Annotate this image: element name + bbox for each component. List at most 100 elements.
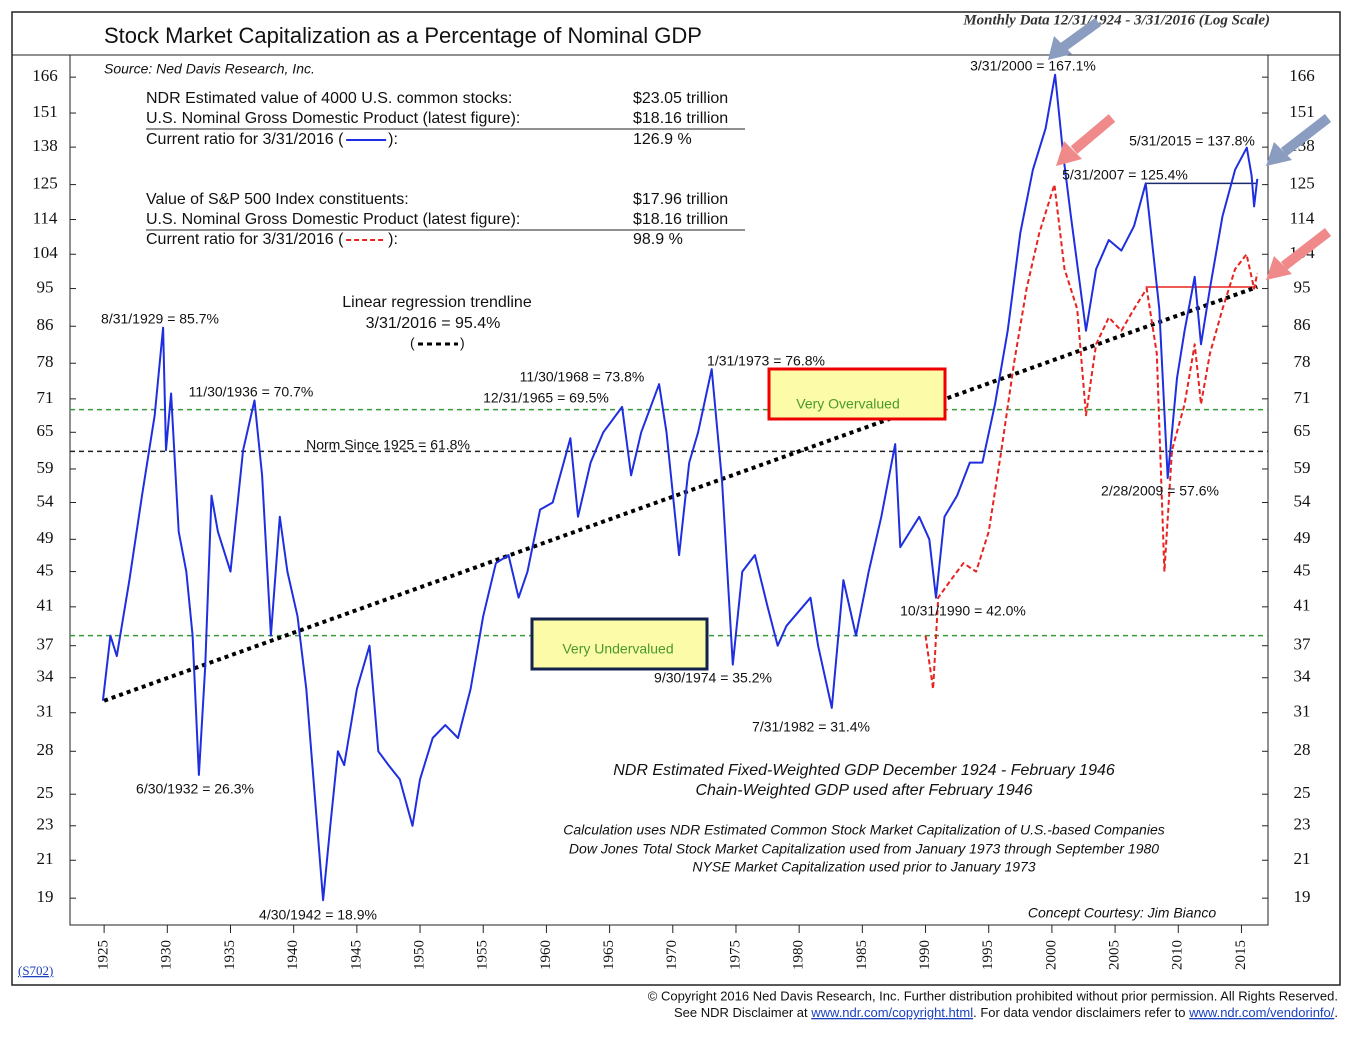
- arrow-head: [1048, 36, 1072, 60]
- x-tick-label: 1950: [411, 940, 427, 970]
- y-tick-label: 54: [37, 491, 55, 510]
- y-tick-label: 23: [37, 815, 54, 834]
- series-line: [924, 183, 1259, 690]
- y-tick-label: 19: [37, 887, 54, 906]
- y-tick-label: 104: [32, 243, 58, 262]
- y-tick-label: 95: [37, 277, 54, 296]
- y2-tick-label: 49: [1294, 528, 1311, 547]
- annotation: Dow Jones Total Stock Market Capitalizat…: [569, 841, 1159, 857]
- y2-tick-label: 151: [1289, 102, 1315, 121]
- annotation: 11/30/1968 = 73.8%: [520, 369, 645, 385]
- info-label: Current ratio for 3/31/2016 (: [146, 231, 344, 248]
- y2-tick-label: 125: [1289, 174, 1315, 193]
- annotation: Concept Courtesy: Jim Bianco: [1028, 905, 1217, 921]
- x-tick-label: 2005: [1107, 940, 1123, 970]
- arrows: [1048, 17, 1332, 280]
- annotation: 9/30/1974 = 35.2%: [654, 670, 772, 686]
- y2-tick-label: 21: [1294, 849, 1311, 868]
- x-tick-label: 1930: [159, 940, 175, 970]
- subtitle: Monthly Data 12/31/1924 - 3/31/2016 (Log…: [962, 12, 1270, 28]
- chart-code[interactable]: (S702): [18, 963, 53, 978]
- info-value: $17.96 trillion: [633, 191, 728, 208]
- annotation: 11/30/1936 = 70.7%: [189, 384, 314, 400]
- info-value: $23.05 trillion: [633, 90, 728, 107]
- footer-text: .: [1334, 1005, 1338, 1020]
- frame: [11, 11, 1341, 986]
- overvalued-label: Very Overvalued: [796, 396, 900, 412]
- y-tick-label: 21: [37, 849, 54, 868]
- info-box: NDR Estimated value of 4000 U.S. common …: [146, 90, 745, 248]
- info-value: $18.16 trillion: [633, 110, 728, 127]
- y-tick-label: 166: [32, 66, 58, 85]
- x-tick-label: 1965: [601, 940, 617, 970]
- y2-tick-label: 23: [1294, 815, 1311, 834]
- footer-line: See NDR Disclaimer at www.ndr.com/copyri…: [674, 1005, 1338, 1020]
- y2-tick-label: 95: [1294, 277, 1311, 296]
- y-tick-label: 28: [37, 740, 54, 759]
- footer-link[interactable]: www.ndr.com/copyright.html: [810, 1005, 973, 1020]
- plot: 1661661511511381381251251141141041049595…: [32, 66, 1315, 970]
- arrow: [1280, 114, 1332, 156]
- x-tick-label: 1945: [348, 940, 364, 970]
- y-tick-label: 37: [37, 635, 55, 654]
- annotation: Chain-Weighted GDP used after February 1…: [695, 782, 1032, 799]
- arrow: [1059, 17, 1101, 53]
- x-tick-label: 1960: [538, 940, 554, 970]
- annotation: 7/31/1982 = 31.4%: [752, 719, 870, 735]
- x-tick-label: 1925: [96, 940, 112, 970]
- footer-link[interactable]: www.ndr.com/vendorinfo/: [1188, 1005, 1335, 1020]
- annotation: 5/31/2007 = 125.4%: [1062, 167, 1188, 183]
- y-tick-label: 151: [32, 102, 58, 121]
- footer-text: . For data vendor disclaimers refer to: [973, 1005, 1185, 1020]
- y2-tick-label: 37: [1294, 635, 1312, 654]
- y2-tick-label: 31: [1294, 702, 1311, 721]
- x-tick-label: 1935: [222, 940, 238, 970]
- trend-legend: (): [410, 335, 465, 351]
- annotation: Norm Since 1925 = 61.8%: [306, 437, 470, 453]
- y-tick-label: 114: [33, 208, 58, 227]
- info-label: ):: [388, 131, 398, 148]
- annotation: 6/30/1932 = 26.3%: [136, 781, 254, 797]
- info-value: $18.16 trillion: [633, 211, 728, 228]
- x-tick-label: 2000: [1043, 940, 1059, 970]
- y-tick-label: 65: [37, 421, 54, 440]
- annotation: Calculation uses NDR Estimated Common St…: [563, 822, 1164, 838]
- x-tick-label: 1940: [285, 940, 301, 970]
- y2-tick-label: 71: [1294, 388, 1311, 407]
- annotation: 12/31/1965 = 69.5%: [483, 390, 609, 406]
- legend-paren: (: [410, 335, 415, 351]
- annotation: 5/31/2015 = 137.8%: [1129, 133, 1255, 149]
- annotation: 3/31/2000 = 167.1%: [970, 58, 1096, 74]
- info-label: U.S. Nominal Gross Domestic Product (lat…: [146, 211, 520, 228]
- y2-tick-label: 28: [1294, 740, 1311, 759]
- y-tick-label: 71: [37, 388, 54, 407]
- y2-tick-label: 25: [1294, 783, 1311, 802]
- annotation: NYSE Market Capitalization used prior to…: [692, 859, 1035, 875]
- y-tick-label: 41: [37, 596, 54, 615]
- y2-tick-label: 114: [1290, 208, 1315, 227]
- x-tick-label: 1980: [791, 940, 807, 970]
- y2-tick-label: 45: [1294, 560, 1311, 579]
- footer-line: © Copyright 2016 Ned Davis Research, Inc…: [648, 988, 1338, 1003]
- y-tick-label: 78: [37, 352, 54, 371]
- x-tick-label: 1990: [917, 940, 933, 970]
- footer-text: See NDR Disclaimer at: [674, 1005, 808, 1020]
- arrow-head: [1266, 256, 1292, 280]
- legend-paren: ): [460, 335, 465, 351]
- annotation: 2/28/2009 = 57.6%: [1101, 483, 1219, 499]
- info-value: 98.9 %: [633, 231, 683, 248]
- y-tick-label: 25: [37, 783, 54, 802]
- undervalued-label: Very Undervalued: [562, 641, 673, 657]
- arrow-head: [1266, 142, 1292, 166]
- annotation: 1/31/1973 = 76.8%: [707, 353, 825, 369]
- x-tick-label: 1955: [475, 940, 491, 970]
- y2-tick-label: 65: [1294, 421, 1311, 440]
- x-tick-label: 2015: [1233, 940, 1249, 970]
- annotation: Linear regression trendline: [342, 294, 532, 311]
- x-tick-label: 1975: [727, 940, 743, 970]
- source: Source: Ned Davis Research, Inc.: [104, 61, 315, 77]
- x-tick-label: 1970: [664, 940, 680, 970]
- annotation: 8/31/1929 = 85.7%: [101, 311, 219, 327]
- info-label: U.S. Nominal Gross Domestic Product (lat…: [146, 110, 520, 127]
